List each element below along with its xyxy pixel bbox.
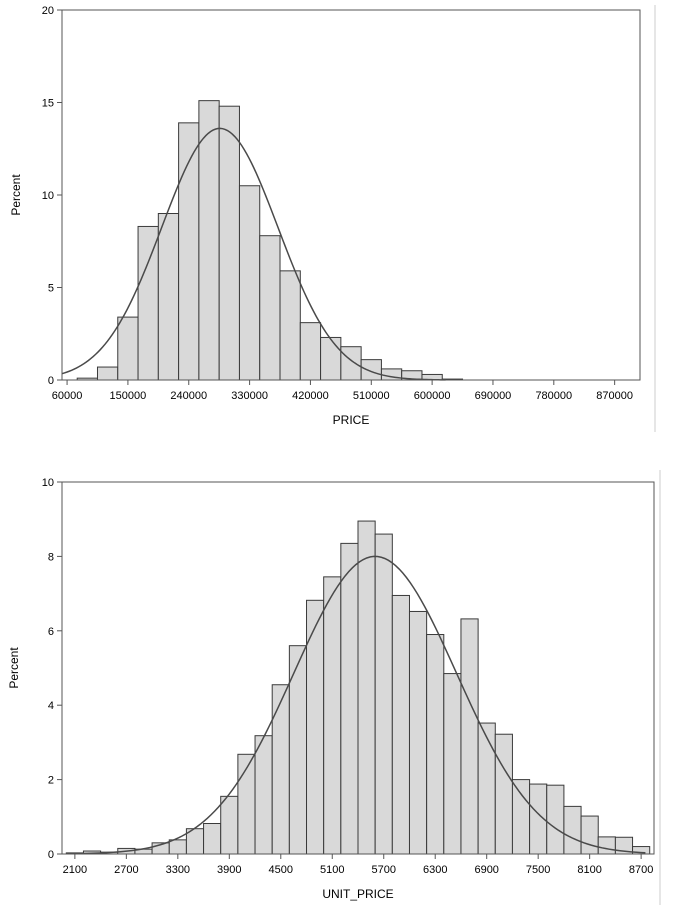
x-tick-label-5: 510000 xyxy=(353,390,390,402)
histogram-bar-25 xyxy=(494,733,513,855)
y-tick-label-2: 10 xyxy=(42,190,54,202)
histogram-bar-7 xyxy=(218,105,240,381)
histogram-bar-4 xyxy=(157,213,180,381)
x-axis-label: UNIT_PRICE xyxy=(322,887,393,901)
x-tick-label-4: 4500 xyxy=(269,864,293,876)
histogram-bar-17 xyxy=(357,520,376,855)
histogram-bar-6 xyxy=(168,839,187,855)
y-axis-label: Percent xyxy=(7,647,21,689)
histogram-bar-24 xyxy=(477,722,496,855)
y-tick-label-4: 8 xyxy=(48,551,54,563)
y-tick-label-3: 6 xyxy=(48,626,54,638)
x-tick-label-3: 3900 xyxy=(217,864,241,876)
histogram-bar-14 xyxy=(360,359,382,381)
x-tick-label-10: 8100 xyxy=(577,864,601,876)
plot-frame xyxy=(61,481,655,855)
x-tick-label-9: 7500 xyxy=(526,864,550,876)
x-tick-label-3: 330000 xyxy=(231,390,268,402)
histogram-bar-19 xyxy=(391,594,410,855)
histogram-bar-3 xyxy=(137,225,159,381)
histogram-bar-31 xyxy=(597,836,616,855)
histogram-bar-26 xyxy=(511,779,531,855)
histogram-bar-11 xyxy=(299,322,322,381)
histogram-bar-8 xyxy=(238,185,261,381)
y-tick-label-5: 10 xyxy=(42,477,54,489)
y-tick-label-1: 2 xyxy=(48,775,54,787)
y-tick-label-1: 5 xyxy=(48,283,54,295)
x-tick-label-7: 690000 xyxy=(475,390,512,402)
x-tick-label-5: 5100 xyxy=(320,864,344,876)
unit-price-histogram: 0 2 4 6 8 10 2100 2700 3300 3900 4500 5100 5700 6300 6… xyxy=(7,477,655,901)
histogram-bar-18 xyxy=(374,533,393,855)
x-tick-label-1: 2700 xyxy=(114,864,138,876)
y-tick-label-2: 4 xyxy=(48,700,54,712)
x-tick-label-0: 2100 xyxy=(63,864,87,876)
histogram-bar-9 xyxy=(259,235,281,381)
histogram-bar-20 xyxy=(408,610,428,855)
x-tick-label-6: 600000 xyxy=(414,390,451,402)
y-axis-label: Percent xyxy=(9,174,23,216)
histogram-bar-12 xyxy=(320,336,342,381)
histogram-bar-16 xyxy=(340,542,359,855)
x-tick-label-2: 240000 xyxy=(170,390,207,402)
histogram-bar-8 xyxy=(203,823,222,855)
y-tick-label-0: 0 xyxy=(48,375,54,387)
histogram-bar-21 xyxy=(426,634,445,855)
normal-curve xyxy=(61,127,446,381)
x-tick-label-2: 3300 xyxy=(166,864,190,876)
histogram-bar-9 xyxy=(220,795,239,855)
histogram-bar-28 xyxy=(546,784,565,855)
histogram-bar-2 xyxy=(117,316,139,381)
histogram-bar-6 xyxy=(198,100,220,381)
x-tick-label-8: 780000 xyxy=(535,390,572,402)
x-tick-label-8: 6900 xyxy=(474,864,498,876)
price-histogram: 0 5 10 15 20 60000 150000 240000 330000 420000 510… xyxy=(9,5,641,427)
histogram-bar-12 xyxy=(271,684,290,855)
histogram-bar-11 xyxy=(254,735,273,855)
x-tick-label-6: 5700 xyxy=(371,864,395,876)
y-tick-label-3: 15 xyxy=(42,98,54,110)
x-tick-label-11: 8700 xyxy=(629,864,653,876)
y-tick-label-0: 0 xyxy=(48,849,54,861)
normal-curve xyxy=(66,555,646,855)
x-tick-label-0: 60000 xyxy=(52,390,83,402)
histogram-bar-29 xyxy=(563,805,582,855)
x-tick-label-4: 420000 xyxy=(292,390,329,402)
x-tick-label-9: 870000 xyxy=(596,390,633,402)
histogram-bar-10 xyxy=(279,270,301,381)
histogram-bar-22 xyxy=(443,673,462,855)
x-tick-label-7: 6300 xyxy=(423,864,447,876)
x-axis-label: PRICE xyxy=(333,413,370,427)
histogram-bar-1 xyxy=(96,366,119,381)
histogram-bar-23 xyxy=(460,618,479,855)
histogram-bar-30 xyxy=(580,815,599,855)
y-tick-label-4: 20 xyxy=(42,5,54,17)
x-tick-label-1: 150000 xyxy=(110,390,147,402)
histogram-bar-13 xyxy=(340,346,362,381)
histogram-bar-15 xyxy=(323,576,342,855)
